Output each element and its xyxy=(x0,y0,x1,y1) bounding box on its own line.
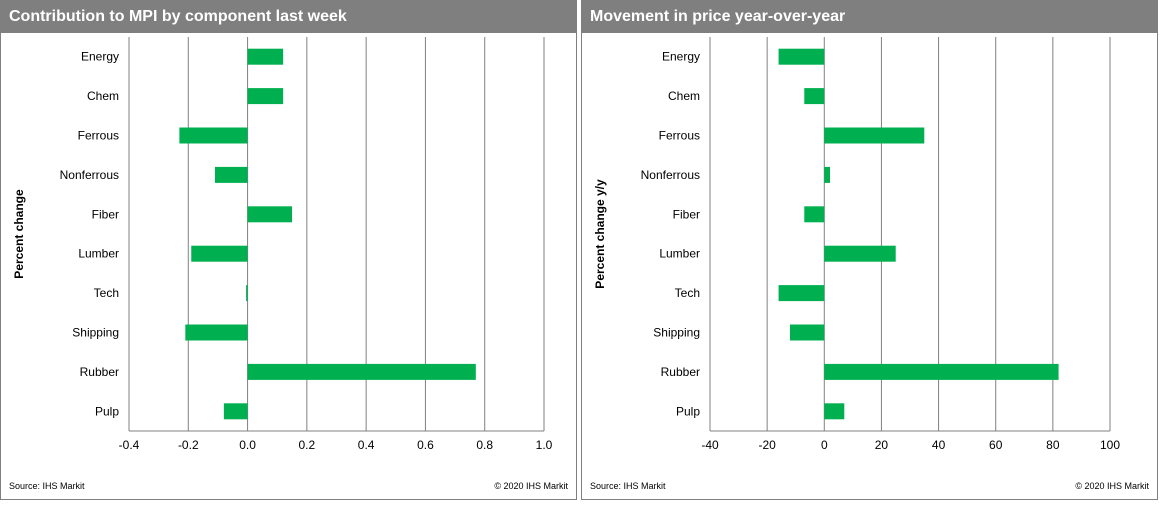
price-movement-chart: -40 -20 0 20 40 60 80 100 Energy Chem Ferrous Nonfe… xyxy=(593,37,1120,452)
category-label: Ferrous xyxy=(78,129,119,143)
bar xyxy=(214,166,248,183)
category-label: Tech xyxy=(94,286,119,300)
bar xyxy=(824,127,925,144)
x-tick-label: 0 xyxy=(821,438,828,452)
copyright-note: © 2020 IHS Markit xyxy=(1075,481,1149,491)
bar xyxy=(185,324,248,341)
source-note: Source: IHS Markit xyxy=(9,481,85,491)
category-label: Energy xyxy=(662,50,700,64)
bar xyxy=(179,127,248,144)
category-label: Pulp xyxy=(676,404,700,418)
x-tick-label: 0.2 xyxy=(299,438,316,452)
category-label: Fiber xyxy=(673,207,700,221)
category-label: Lumber xyxy=(78,247,119,261)
bar xyxy=(191,245,248,262)
category-label: Ferrous xyxy=(659,129,700,143)
x-tick-label: 0.8 xyxy=(476,438,493,452)
x-tick-label: 1.0 xyxy=(536,438,553,452)
category-label: Chem xyxy=(87,89,119,103)
x-tick-label: 0.0 xyxy=(239,438,256,452)
bar xyxy=(790,324,825,341)
category-label: Rubber xyxy=(80,365,119,379)
category-label: Rubber xyxy=(661,365,700,379)
bar xyxy=(223,403,248,420)
bar xyxy=(778,285,825,302)
category-label: Chem xyxy=(668,89,700,103)
x-tick-label: 20 xyxy=(875,438,889,452)
bar xyxy=(824,363,1059,380)
x-tick-label: -40 xyxy=(701,438,719,452)
category-label: Fiber xyxy=(92,207,119,221)
x-tick-label: 100 xyxy=(1100,438,1120,452)
category-label: Nonferrous xyxy=(60,168,119,182)
mpi-contribution-chart: -0.4 -0.2 0.0 0.2 0.4 0.6 0.8 1.0 Energy Chem Ferr… xyxy=(12,37,553,452)
y-axis-title: Percent change y/y xyxy=(593,179,607,289)
bar xyxy=(804,206,825,223)
x-tick-label: 0.6 xyxy=(417,438,434,452)
chart-title: Movement in price year-over-year xyxy=(582,1,1157,33)
mpi-contribution-chart-panel: Contribution to MPI by component last we… xyxy=(0,0,577,500)
x-tick-label: 40 xyxy=(932,438,946,452)
x-tick-label: 80 xyxy=(1046,438,1060,452)
copyright-note: © 2020 IHS Markit xyxy=(494,481,568,491)
bar xyxy=(804,88,825,105)
bar xyxy=(247,48,284,65)
chart-title: Contribution to MPI by component last we… xyxy=(1,1,576,33)
bar xyxy=(246,285,248,302)
bar xyxy=(247,88,284,105)
source-note: Source: IHS Markit xyxy=(590,481,666,491)
category-label: Pulp xyxy=(95,404,119,418)
x-tick-label: -20 xyxy=(758,438,776,452)
bar xyxy=(247,363,476,380)
category-label: Lumber xyxy=(659,247,700,261)
category-label: Shipping xyxy=(653,326,700,340)
bar xyxy=(824,245,896,262)
x-tick-label: 60 xyxy=(989,438,1003,452)
x-tick-label: 0.4 xyxy=(358,438,375,452)
y-axis-title: Percent change xyxy=(12,189,26,279)
price-movement-chart-panel: Movement in price year-over-year -40 -20 0… xyxy=(581,0,1158,500)
category-label: Tech xyxy=(675,286,700,300)
category-label: Nonferrous xyxy=(641,168,700,182)
bar xyxy=(247,206,293,223)
bar xyxy=(778,48,825,65)
x-tick-label: -0.2 xyxy=(178,438,199,452)
category-label: Shipping xyxy=(72,326,119,340)
x-tick-label: -0.4 xyxy=(119,438,140,452)
bar xyxy=(824,403,845,420)
bar xyxy=(824,166,830,183)
category-label: Energy xyxy=(81,50,119,64)
